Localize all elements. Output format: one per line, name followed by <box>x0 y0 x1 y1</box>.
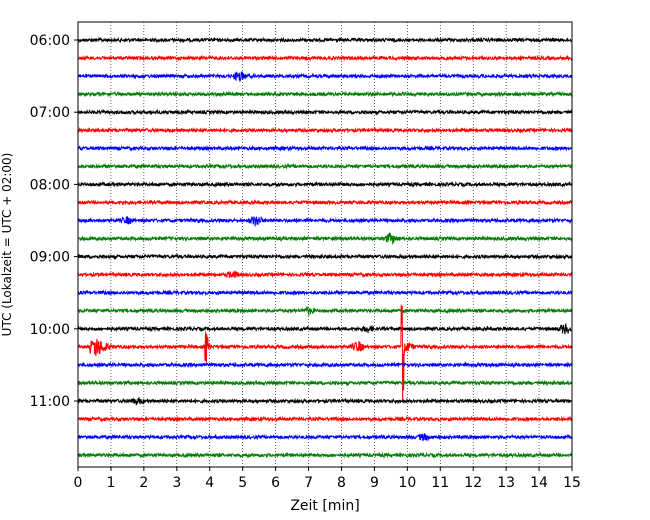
y-tick-label: 11:00 <box>30 394 70 410</box>
y-tick-label: 09:00 <box>30 250 70 266</box>
trace-line <box>77 253 573 261</box>
x-tick-label: 12 <box>464 475 482 491</box>
trace-line <box>77 289 573 297</box>
trace-line <box>77 36 573 44</box>
trace-line <box>77 433 573 442</box>
trace-line <box>77 361 573 369</box>
trace-line <box>77 304 573 403</box>
grid-lines <box>110 22 540 467</box>
trace-line <box>77 198 573 206</box>
x-tick-label: 15 <box>563 475 581 491</box>
y-axis-label: UTC (Lokalzeit = UTC + 02:00) <box>0 153 14 337</box>
x-tick-label: 4 <box>205 475 214 491</box>
trace-line <box>77 215 573 227</box>
y-tick-label: 06:00 <box>30 33 70 49</box>
trace-line <box>77 451 573 459</box>
trace-line <box>77 162 573 170</box>
y-tick-label: 08:00 <box>30 177 70 193</box>
y-tick-label: 07:00 <box>30 105 70 121</box>
trace-line <box>77 126 573 134</box>
trace-line <box>77 144 573 152</box>
plot-frame <box>77 21 573 468</box>
trace-line <box>77 305 573 317</box>
trace-line <box>77 54 573 62</box>
y-axis-ticks: 06:00 07:00 08:00 09:00 10:00 11:00 <box>30 33 78 410</box>
trace-line <box>77 180 573 188</box>
x-tick-label: 10 <box>398 475 416 491</box>
trace-line <box>77 90 573 98</box>
x-tick-label: 8 <box>337 475 346 491</box>
x-tick-label: 11 <box>431 475 449 491</box>
trace-line <box>77 270 573 279</box>
x-axis-ticks: 0 1 2 3 4 5 6 7 8 9 10 11 12 13 14 15 <box>74 467 581 491</box>
x-tick-label: 6 <box>271 475 280 491</box>
x-tick-label: 5 <box>238 475 247 491</box>
trace-line <box>77 323 573 335</box>
trace-line <box>77 379 573 387</box>
x-tick-label: 14 <box>530 475 548 491</box>
trace-line <box>77 397 573 406</box>
trace-rows <box>77 36 573 459</box>
y-tick-label: 10:00 <box>30 322 70 338</box>
trace-line <box>77 232 573 246</box>
x-tick-label: 13 <box>497 475 515 491</box>
trace-line <box>77 108 573 116</box>
x-tick-label: 9 <box>370 475 379 491</box>
x-axis-label: Zeit [min] <box>290 498 359 514</box>
trace-line <box>77 415 573 423</box>
x-tick-label: 0 <box>74 475 83 491</box>
x-tick-label: 2 <box>139 475 148 491</box>
x-tick-label: 7 <box>304 475 313 491</box>
x-tick-label: 1 <box>106 475 115 491</box>
trace-line <box>77 71 573 83</box>
x-tick-label: 3 <box>172 475 181 491</box>
